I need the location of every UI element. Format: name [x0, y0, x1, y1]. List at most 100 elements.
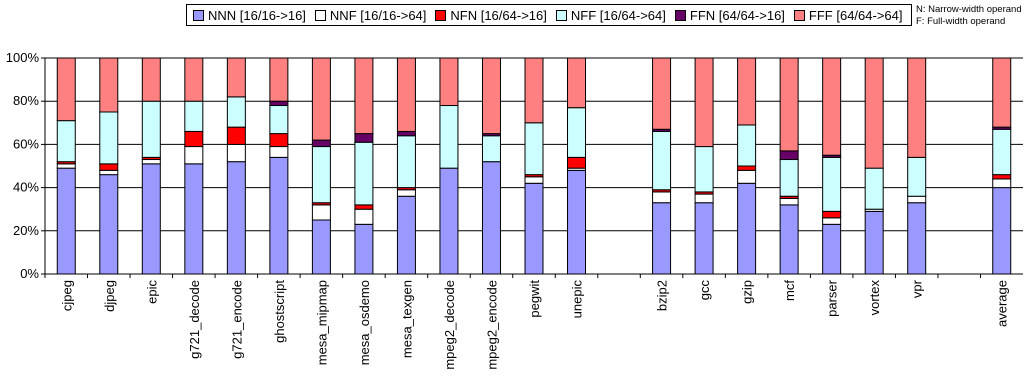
bar-segment-mesa_texgen-0 [396, 195, 416, 275]
bar-segment-unepic-2 [567, 156, 587, 169]
bar-segment-g721_encode-1 [226, 143, 246, 163]
bar-segment-mesa_texgen-3 [396, 135, 416, 189]
bar-segment-mesa_osdemo-3 [354, 141, 374, 206]
bar-segment-mesa_texgen-5 [396, 57, 416, 132]
bar-segment-average-3 [992, 128, 1012, 176]
bar-segment-gcc-5 [694, 57, 714, 148]
y-tick-label: 80% [13, 93, 39, 108]
note-narrow: N: Narrow-width operand [916, 4, 1022, 15]
bar-segment-vpr-5 [907, 57, 927, 158]
bar-segment-gcc-1 [694, 193, 714, 204]
bar-segment-bzip2-0 [652, 202, 672, 275]
bar-segment-ghostscript-5 [269, 57, 289, 102]
bar-segment-vpr-3 [907, 156, 927, 197]
legend-label: FFN [64/64->16] [689, 7, 785, 23]
bar-segment-unepic-5 [567, 57, 587, 109]
legend-item-5: FFF [64/64->64] [793, 7, 903, 23]
bar-segment-vpr-0 [907, 202, 927, 275]
x-tick-label: vortex [867, 280, 882, 316]
bar-segment-mcf-4 [779, 150, 799, 161]
legend-label: NNN [16/16->16] [208, 7, 306, 23]
bar-segment-djpeg-5 [99, 57, 119, 113]
legend-item-3: NFF [16/64->64] [555, 7, 666, 23]
bar-segment-epic-5 [141, 57, 161, 102]
bar-segment-bzip2-5 [652, 57, 672, 130]
bar-segment-parser-5 [822, 57, 842, 156]
bar-segment-g721_decode-3 [184, 100, 204, 132]
x-tick-label: mesa_mipmap [314, 280, 329, 365]
x-tick-label: bzip2 [655, 280, 670, 311]
legend-swatch [314, 9, 326, 21]
x-tick-label: average [995, 280, 1010, 327]
bar-segment-mesa_mipmap-3 [311, 146, 331, 204]
x-tick-label: mesa_osdemo [357, 280, 372, 365]
bar-segment-djpeg-0 [99, 174, 119, 275]
bar-segment-g721_decode-2 [184, 130, 204, 148]
y-tick-label: 0% [20, 266, 39, 281]
bar-segment-mcf-3 [779, 159, 799, 197]
x-tick-label: mesa_texgen [399, 280, 414, 358]
legend: NNN [16/16->16] NNF [16/16->64] NFN [16/64… [186, 4, 912, 26]
legend-label: FFF [64/64->64] [808, 7, 903, 23]
bar-segment-gzip-5 [737, 57, 757, 126]
bar-segment-average-5 [992, 57, 1012, 128]
bar-segment-mesa_mipmap-4 [311, 139, 331, 148]
y-tick-label: 60% [13, 136, 39, 151]
bar-segment-parser-0 [822, 223, 842, 275]
bar-segment-vortex-3 [864, 167, 884, 210]
bar-segment-bzip2-1 [652, 191, 672, 204]
bar-segment-vortex-5 [864, 57, 884, 169]
bar-segment-ghostscript-3 [269, 105, 289, 135]
bar-segment-parser-1 [822, 217, 842, 225]
bar-segment-g721_decode-5 [184, 57, 204, 102]
legend-item-1: NNF [16/16->64] [314, 7, 427, 23]
bar-segment-mpeg2_encode-5 [481, 57, 501, 135]
legend-label: NFF [16/64->64] [570, 7, 666, 23]
bar-segment-bzip2-3 [652, 130, 672, 191]
bar-segment-pegwit-5 [524, 57, 544, 124]
bar-segment-epic-0 [141, 163, 161, 275]
bar-segment-cjpeg-0 [56, 167, 76, 275]
x-tick-label: parser [825, 279, 840, 317]
bar-segment-mesa_mipmap-1 [311, 204, 331, 221]
bar-segment-gzip-2 [737, 165, 757, 171]
bar-segment-mpeg2_decode-5 [439, 57, 459, 107]
bar-segment-gzip-1 [737, 169, 757, 184]
bar-segment-average-1 [992, 178, 1012, 189]
legend-swatch [555, 9, 567, 21]
x-tick-label: gcc [697, 280, 712, 301]
legend-label: NFN [16/64->16] [450, 7, 547, 23]
legend-item-4: FFN [64/64->16] [674, 7, 785, 23]
bar-segment-mpeg2_encode-0 [481, 161, 501, 275]
x-tick-label: mpeg2_encode [484, 280, 499, 370]
bar-segment-mcf-1 [779, 197, 799, 206]
bar-segment-g721_encode-2 [226, 126, 246, 145]
legend-swatch [674, 9, 686, 21]
bar-segment-ghostscript-1 [269, 146, 289, 158]
bar-segment-ghostscript-0 [269, 156, 289, 275]
x-tick-label: djpeg [102, 280, 117, 312]
x-tick-label: pegwit [527, 280, 542, 318]
legend-item-2: NFN [16/64->16] [435, 7, 547, 23]
bar-segment-average-0 [992, 187, 1012, 275]
bar-segment-mesa_mipmap-5 [311, 57, 331, 141]
bar-segment-cjpeg-3 [56, 120, 76, 163]
x-tick-label: g721_decode [187, 280, 202, 359]
bar-segment-djpeg-1 [99, 169, 119, 176]
bar-segment-pegwit-0 [524, 182, 544, 275]
bar-segment-cjpeg-1 [56, 163, 76, 169]
bar-segment-unepic-3 [567, 107, 587, 158]
bar-segment-mesa_osdemo-0 [354, 223, 374, 275]
bar-segment-mesa_osdemo-5 [354, 57, 374, 135]
bar-segment-mesa_texgen-4 [396, 130, 416, 137]
x-tick-label: ghostscript [272, 280, 287, 343]
bar-segment-epic-1 [141, 159, 161, 165]
legend-label: NNF [16/16->64] [329, 7, 427, 23]
y-tick-label: 40% [13, 180, 39, 195]
bar-segment-mesa_texgen-1 [396, 189, 416, 197]
bar-segment-epic-3 [141, 100, 161, 158]
bar-segment-vortex-0 [864, 210, 884, 275]
bar-segment-mcf-0 [779, 204, 799, 275]
bar-segment-gcc-3 [694, 146, 714, 193]
bar-segment-gzip-3 [737, 124, 757, 167]
